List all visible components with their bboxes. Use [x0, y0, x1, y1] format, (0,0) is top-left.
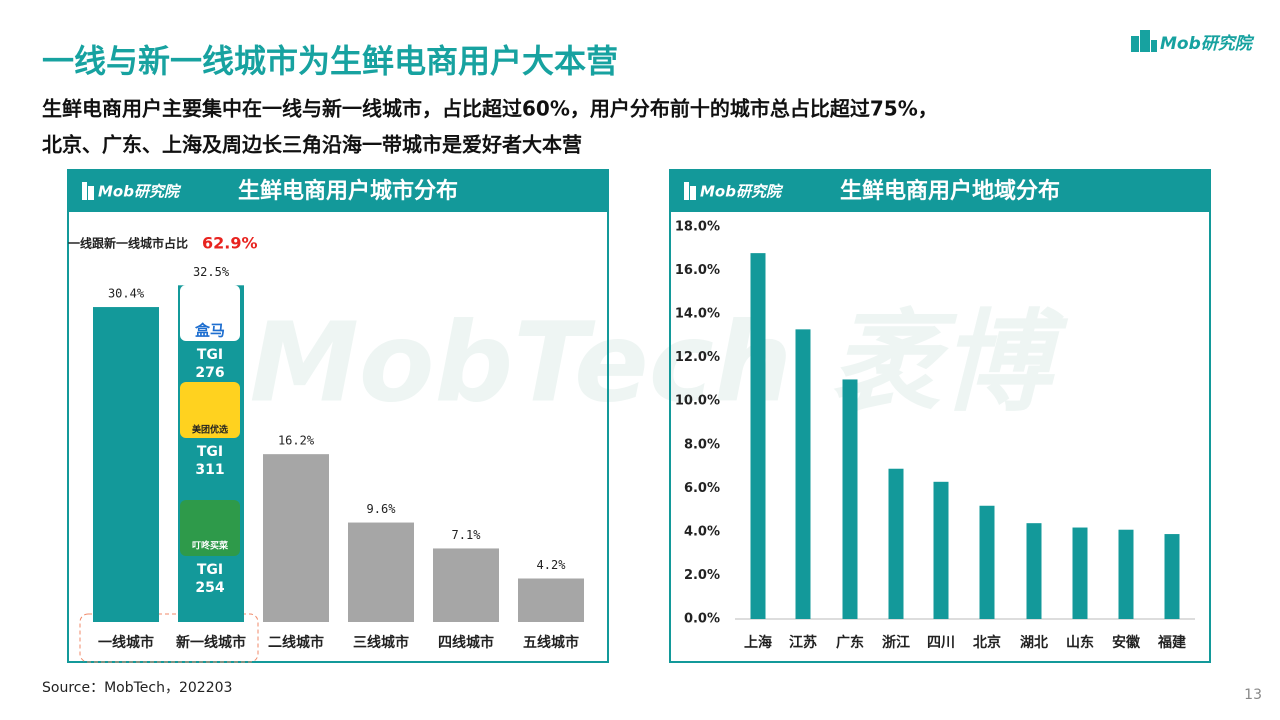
bar [750, 253, 766, 619]
value-label: 30.4% [108, 287, 145, 301]
value-label: 7.1% [452, 528, 482, 542]
bar [433, 548, 499, 622]
bar [348, 522, 414, 622]
tgi-value: 311 [195, 462, 224, 478]
panel-logo-icon [684, 182, 689, 200]
tgi-value: 254 [195, 580, 224, 596]
x-tick-label: 安徽 [1112, 634, 1141, 651]
app-name: 美团优选 [192, 424, 228, 436]
panel-logo-icon [82, 182, 87, 200]
y-tick-label: 14.0% [675, 307, 720, 322]
app-name: 叮咚买菜 [192, 540, 229, 552]
logo-text: Mob研究院 [1160, 34, 1255, 54]
y-tick-label: 18.0% [675, 220, 720, 235]
bar [1164, 534, 1180, 619]
app-icon [180, 382, 240, 438]
panel-logo-icon [88, 186, 94, 200]
subtitle: 北京、广东、上海及周边长三角沿海一带城市是爱好者大本营 [42, 133, 582, 157]
panel-logo: Mob研究院 [98, 183, 182, 201]
bar [1026, 523, 1042, 619]
watermark: MobTech 袤博 [249, 298, 1068, 426]
bar [795, 329, 811, 619]
panel-header [670, 170, 1210, 212]
slide-title: 一线与新一线城市为生鲜电商用户大本营 [42, 42, 618, 80]
value-label: 9.6% [367, 502, 397, 516]
x-tick-label: 浙江 [882, 634, 910, 651]
bar [1118, 529, 1134, 619]
y-tick-label: 4.0% [684, 524, 720, 539]
chart-title: 生鲜电商用户地域分布 [840, 178, 1060, 204]
app-name: 盒马 [194, 322, 225, 340]
highlight-box [79, 613, 259, 663]
x-tick-label: 二线城市 [268, 634, 324, 651]
page-number: 13 [1244, 687, 1262, 703]
subtitle: 生鲜电商用户主要集中在一线与新一线城市，占比超过60%，用户分布前十的城市总占比… [42, 97, 938, 121]
bar [888, 468, 904, 619]
x-tick-label: 广东 [836, 634, 864, 651]
x-tick-label: 上海 [744, 634, 772, 651]
bar [93, 307, 159, 622]
panel-logo: Mob研究院 [700, 183, 784, 201]
y-tick-label: 0.0% [684, 612, 720, 627]
x-tick-label: 三线城市 [353, 634, 409, 651]
x-tick-label: 四线城市 [438, 634, 494, 651]
panel-header [68, 170, 608, 212]
logo [1131, 30, 1157, 52]
y-tick-label: 12.0% [675, 350, 720, 365]
x-tick-label: 福建 [1157, 634, 1186, 651]
annotation: 一线跟新一线城市占比 [68, 236, 188, 251]
value-label: 32.5% [193, 265, 230, 279]
y-tick-label: 16.0% [675, 263, 720, 278]
bar [933, 481, 949, 619]
chart-title: 生鲜电商用户城市分布 [238, 178, 458, 204]
bar [518, 578, 584, 622]
x-tick-label: 江苏 [789, 634, 817, 651]
value-label: 16.2% [278, 434, 315, 448]
x-tick-label: 新一线城市 [176, 634, 246, 651]
bar [1072, 527, 1088, 619]
y-tick-label: 8.0% [684, 437, 720, 452]
panel-logo-icon [690, 186, 696, 200]
x-tick-label: 四川 [927, 635, 955, 651]
x-tick-label: 湖北 [1020, 635, 1048, 651]
tgi-label: TGI [197, 444, 223, 460]
x-tick-label: 一线城市 [98, 634, 154, 651]
y-tick-label: 10.0% [675, 394, 720, 409]
x-tick-label: 五线城市 [523, 634, 579, 651]
bar [979, 505, 995, 619]
app-icon [180, 285, 240, 341]
bar [178, 285, 244, 622]
bar [842, 379, 858, 619]
tgi-value: 276 [195, 365, 224, 381]
x-tick-label: 山东 [1066, 634, 1094, 651]
annotation-value: 62.9% [202, 234, 258, 253]
tgi-label: TGI [197, 562, 223, 578]
value-label: 4.2% [537, 558, 567, 572]
y-tick-label: 6.0% [684, 481, 720, 496]
app-icon [180, 500, 240, 556]
source: Source：MobTech，202203 [42, 680, 232, 696]
y-tick-label: 2.0% [684, 568, 720, 583]
tgi-label: TGI [197, 347, 223, 363]
x-tick-label: 北京 [973, 634, 1001, 651]
bar [263, 454, 329, 622]
